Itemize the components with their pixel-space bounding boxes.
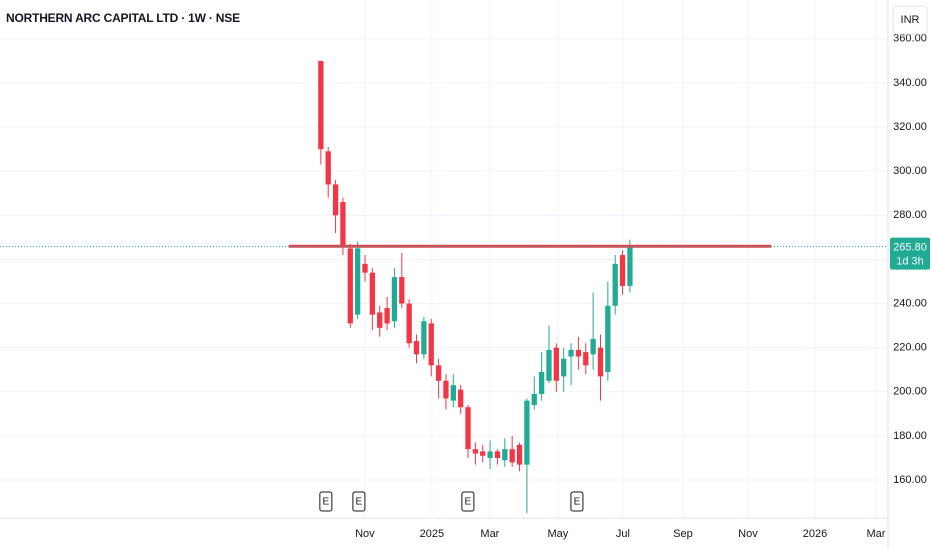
candle-body <box>612 263 618 306</box>
last-price-label: 265.80 <box>893 242 927 254</box>
x-tick-label: Sep <box>673 528 693 540</box>
candle-body <box>450 385 456 401</box>
candle-body <box>597 347 604 377</box>
last-price-box <box>890 237 930 270</box>
y-tick-label: 240.00 <box>893 297 927 309</box>
candle-body <box>516 444 523 465</box>
candle-body <box>583 352 589 366</box>
x-tick-label: May <box>547 528 568 540</box>
candle-body <box>575 349 582 357</box>
x-tick-label: Nov <box>738 528 758 540</box>
candle-body <box>458 389 464 408</box>
candle-body <box>472 449 479 454</box>
y-tick-label: 300.00 <box>893 165 927 177</box>
earnings-marker <box>319 491 333 512</box>
candle-body <box>399 277 405 304</box>
candle-body <box>347 248 353 324</box>
y-tick-label: 160.00 <box>893 474 927 486</box>
y-tick-label: 340.00 <box>893 77 927 89</box>
candle-body <box>413 341 420 355</box>
candle-body <box>369 272 376 315</box>
candle-body <box>332 184 339 216</box>
axes: 160.00180.00200.00220.00240.00260.00280.… <box>319 33 930 540</box>
y-tick-label: 280.00 <box>893 209 927 221</box>
candle-body <box>480 451 486 456</box>
candle-body <box>605 305 611 372</box>
candle-body <box>377 312 383 328</box>
candle-body <box>546 349 552 381</box>
candle-body <box>362 263 368 273</box>
chart-title: NORTHERN ARC CAPITAL LTD · 1W · NSE <box>6 11 240 25</box>
candle-body <box>494 451 501 458</box>
x-tick-label: Jul <box>616 528 630 540</box>
candle-body <box>340 202 346 247</box>
y-tick-label: 320.00 <box>893 121 927 133</box>
earnings-label: E <box>574 497 581 508</box>
earnings-label: E <box>356 497 363 508</box>
plot <box>0 60 888 514</box>
y-tick-label: 200.00 <box>893 386 927 398</box>
candle-body <box>590 338 596 355</box>
candle-body <box>502 449 508 461</box>
candle-body <box>538 371 545 395</box>
candle-body <box>509 449 515 463</box>
candle-body <box>406 303 412 344</box>
candle-body <box>531 394 537 406</box>
earnings-marker <box>352 491 366 512</box>
x-tick-label: 2026 <box>803 528 827 540</box>
grid <box>0 0 888 518</box>
currency-label[interactable]: INR <box>901 14 920 26</box>
earnings-marker <box>461 491 475 512</box>
earnings-label: E <box>465 497 472 508</box>
candle-body <box>524 400 530 465</box>
x-tick-label: 2025 <box>420 528 444 540</box>
x-tick-label: Nov <box>355 528 375 540</box>
x-tick-label: Mar <box>867 528 886 540</box>
candle-body <box>619 255 626 286</box>
x-tick-label: Mar <box>480 528 499 540</box>
candle-body <box>354 248 361 315</box>
candle-body <box>465 407 471 450</box>
y-tick-label: 180.00 <box>893 430 927 442</box>
candle-body <box>443 380 449 399</box>
candle-body <box>568 349 574 357</box>
candle-body <box>421 321 427 355</box>
candle-body <box>561 358 567 377</box>
candle-body <box>318 60 324 150</box>
currency-button[interactable] <box>892 5 928 35</box>
candle-body <box>487 451 493 458</box>
candle-body <box>384 307 390 324</box>
candle-body <box>325 151 331 185</box>
candle-body <box>391 277 398 322</box>
y-tick-label: 220.00 <box>893 342 927 354</box>
earnings-marker <box>570 491 584 512</box>
y-tick-label: 360.00 <box>893 33 927 45</box>
candle-body <box>428 323 434 366</box>
candle-body <box>553 347 559 381</box>
earnings-label: E <box>323 497 330 508</box>
countdown-label: 1d 3h <box>896 256 924 268</box>
candle-body <box>435 365 442 381</box>
candle-body <box>627 246 633 286</box>
